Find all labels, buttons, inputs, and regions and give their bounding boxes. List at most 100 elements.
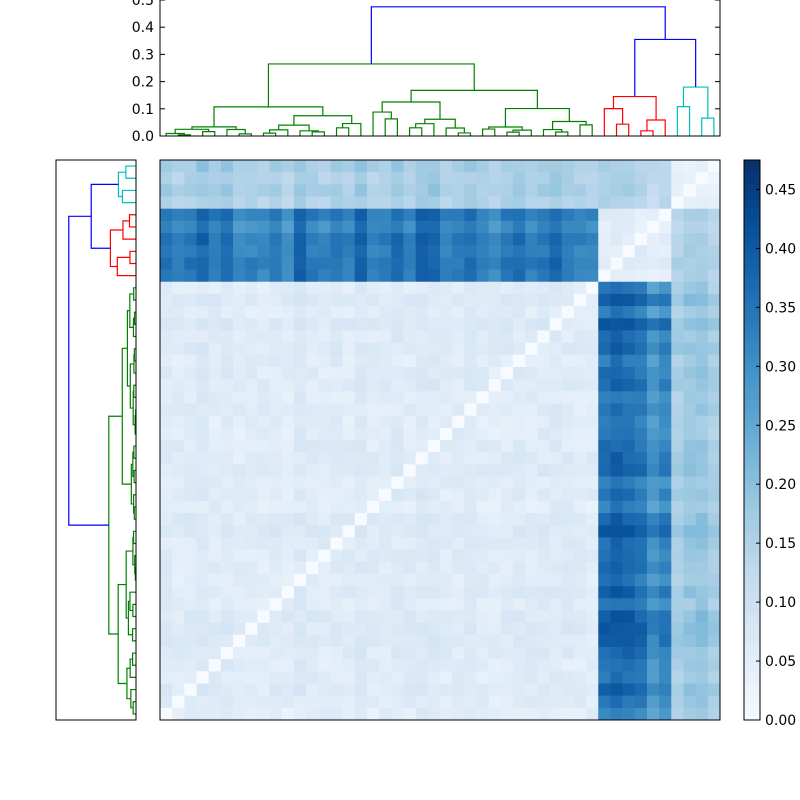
heatmap-cell — [513, 160, 526, 173]
heatmap-cell — [488, 464, 502, 477]
heatmap-cell — [513, 440, 526, 453]
heatmap-cell — [452, 671, 465, 684]
heatmap-cell — [208, 537, 222, 550]
heatmap-cell — [598, 257, 611, 270]
heatmap-cell — [160, 427, 173, 441]
heatmap-cell — [330, 671, 343, 684]
heatmap-cell — [318, 440, 331, 453]
heatmap-cell — [610, 513, 623, 526]
heatmap-cell — [440, 610, 453, 623]
heatmap-cell — [476, 537, 490, 550]
heatmap-cell — [257, 525, 270, 538]
heatmap-cell — [537, 683, 550, 697]
heatmap-cell — [330, 391, 343, 404]
heatmap-cell — [342, 257, 356, 270]
heatmap-cell — [184, 561, 197, 575]
heatmap-cell — [172, 671, 185, 684]
heatmap-cell — [549, 415, 563, 429]
heatmap-cell — [281, 586, 295, 599]
heatmap-cell — [208, 513, 222, 526]
colorbar-segment — [744, 240, 760, 245]
heatmap-cell — [464, 488, 477, 502]
heatmap-cell — [646, 671, 660, 684]
heatmap-cell — [306, 476, 319, 490]
colorbar-segment — [744, 688, 760, 693]
colorbar-segment — [744, 180, 760, 185]
heatmap-cell — [366, 537, 380, 550]
heatmap-cell — [342, 695, 356, 709]
heatmap-cell — [525, 671, 538, 684]
heatmap-cell — [464, 622, 477, 636]
heatmap-cell — [196, 488, 210, 502]
heatmap-cell — [598, 525, 611, 538]
heatmap-cell — [269, 537, 283, 550]
heatmap-cell — [561, 354, 575, 368]
heatmap-cell — [220, 366, 234, 380]
heatmap-cell — [160, 549, 173, 563]
heatmap-cell — [415, 659, 429, 672]
heatmap-cell — [342, 488, 356, 502]
heatmap-cell — [488, 683, 502, 697]
heatmap-cell — [440, 464, 453, 477]
heatmap-cell — [464, 172, 477, 185]
colorbar-segment — [744, 472, 760, 477]
heatmap-cell — [257, 257, 270, 270]
heatmap-cell — [160, 488, 173, 502]
heatmap-cell — [330, 488, 343, 502]
heatmap-cell — [233, 464, 246, 477]
heatmap-cell — [476, 330, 490, 343]
heatmap-cell — [269, 366, 283, 380]
heatmap-cell — [281, 184, 295, 197]
heatmap-cell — [354, 403, 368, 417]
heatmap-cell — [671, 306, 684, 319]
colorbar-segment — [744, 652, 760, 657]
heatmap-cell — [659, 208, 672, 222]
heatmap-cell — [281, 306, 295, 319]
heatmap-cell — [671, 233, 684, 246]
colorbar-segment — [744, 396, 760, 401]
heatmap-cell — [415, 366, 429, 380]
heatmap-cell — [403, 671, 417, 684]
heatmap-cell — [476, 342, 490, 356]
heatmap-cell — [415, 379, 429, 392]
heatmap-cell — [707, 440, 721, 453]
heatmap-cell — [184, 683, 197, 697]
heatmap-cell — [573, 293, 587, 307]
heatmap-cell — [610, 160, 623, 173]
heatmap-cell — [220, 184, 234, 197]
heatmap-cell — [184, 293, 197, 307]
heatmap-cell — [257, 318, 270, 331]
heatmap-cell — [172, 366, 185, 380]
heatmap-cell — [671, 586, 684, 599]
heatmap-cell — [220, 391, 234, 404]
heatmap-cell — [476, 513, 490, 526]
heatmap-cell — [160, 233, 173, 246]
heatmap-cell — [184, 354, 197, 368]
heatmap-cell — [257, 488, 270, 502]
heatmap-cell — [196, 671, 210, 684]
colorbar-segment — [744, 384, 760, 389]
heatmap-cell — [659, 659, 672, 672]
heatmap-cell — [646, 659, 660, 672]
colorbar-segment — [744, 576, 760, 581]
colorbar-segment — [744, 204, 760, 209]
heatmap-cell — [464, 342, 477, 356]
heatmap-cell — [318, 306, 331, 319]
heatmap-cell — [513, 695, 526, 709]
heatmap-cell — [695, 488, 709, 502]
heatmap-cell — [500, 586, 514, 599]
heatmap-cell — [464, 440, 477, 453]
heatmap-cell — [500, 306, 514, 319]
heatmap-cell — [646, 561, 660, 575]
heatmap-cell — [403, 695, 417, 709]
heatmap-cell — [281, 366, 295, 380]
heatmap-cell — [172, 379, 185, 392]
heatmap-cell — [172, 281, 185, 295]
heatmap-cell — [233, 488, 246, 502]
heatmap-cell — [366, 646, 380, 660]
heatmap-cell — [366, 598, 380, 611]
heatmap-cell — [160, 683, 173, 697]
dendrogram-link — [415, 123, 435, 136]
heatmap-cell — [476, 391, 490, 404]
heatmap-cell — [342, 659, 356, 672]
